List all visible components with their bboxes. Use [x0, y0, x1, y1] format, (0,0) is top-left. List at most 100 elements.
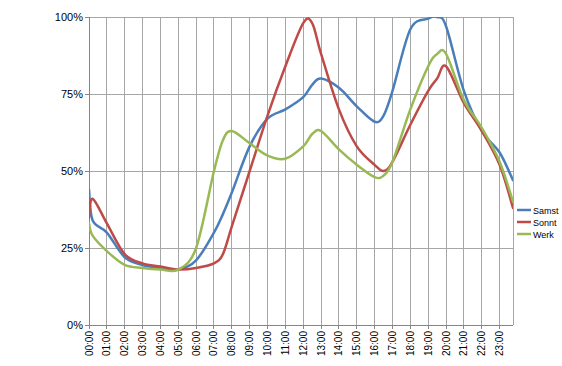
x-tick-label: 08:00 [226, 331, 237, 356]
x-grid-line [303, 17, 304, 325]
x-tick [481, 325, 482, 329]
x-tick-label: 18:00 [405, 331, 416, 356]
x-grid-line [106, 17, 107, 325]
x-grid-line [463, 17, 464, 325]
series-line [89, 17, 513, 270]
x-tick-label: 14:00 [333, 331, 344, 356]
series-group [89, 17, 513, 271]
y-tick-label: 25% [61, 242, 83, 254]
x-tick [446, 325, 447, 329]
x-tick [321, 325, 322, 329]
x-grid-line [124, 17, 125, 325]
y-grid-line [89, 248, 513, 249]
x-grid-line [178, 17, 179, 325]
x-grid-line [89, 17, 90, 325]
x-grid-line [321, 17, 322, 325]
x-tick-label: 22:00 [476, 331, 487, 356]
x-tick-label: 06:00 [191, 331, 202, 356]
x-tick-label: 13:00 [316, 331, 327, 356]
axes: 0% 25% 50% 75% 100% 00:00 01:00 02:00 03:00 04:00… [55, 11, 513, 356]
x-grid-line [374, 17, 375, 325]
x-tick [124, 325, 125, 329]
background [0, 0, 562, 366]
legend-swatch [517, 221, 531, 224]
x-tick [303, 325, 304, 329]
legend-swatch [517, 233, 531, 236]
x-tick-label: 07:00 [208, 331, 219, 356]
y-tick [85, 94, 89, 95]
x-grid-line [231, 17, 232, 325]
x-tick [231, 325, 232, 329]
x-grid-line [481, 17, 482, 325]
x-axis-line [89, 325, 513, 326]
x-tick-label: 04:00 [155, 331, 166, 356]
x-tick-label: 21:00 [458, 331, 469, 356]
y-tick-label: 50% [61, 165, 83, 177]
y-grid-line [89, 171, 513, 172]
x-tick-label: 01:00 [101, 331, 112, 356]
x-tick [285, 325, 286, 329]
x-grid-line [160, 17, 161, 325]
x-tick-label: 23:00 [494, 331, 505, 356]
series-line [89, 19, 513, 270]
x-tick-label: 11:00 [280, 331, 291, 356]
y-grid-line [89, 94, 513, 95]
x-tick [463, 325, 464, 329]
x-tick [160, 325, 161, 329]
x-tick-label: 20:00 [441, 331, 452, 356]
x-tick [106, 325, 107, 329]
x-tick-label: 15:00 [351, 331, 362, 356]
x-tick-label: 03:00 [137, 331, 148, 356]
y-tick [85, 17, 89, 18]
y-tick-label: 0% [67, 319, 83, 331]
x-tick [213, 325, 214, 329]
x-grid-line [392, 17, 393, 325]
chart: 0% 25% 50% 75% 100% 00:00 01:00 02:00 03:00 04:00… [0, 0, 562, 366]
x-tick-label: 19:00 [423, 331, 434, 356]
x-tick-label: 16:00 [369, 331, 380, 356]
x-tick [499, 325, 500, 329]
x-grid-line [142, 17, 143, 325]
x-tick-label: 10:00 [262, 331, 273, 356]
x-grid-line [446, 17, 447, 325]
x-tick [267, 325, 268, 329]
legend-label: Sonnt [533, 218, 557, 228]
legend: Samst Sonnt Werk [517, 206, 559, 240]
x-grid-line [499, 17, 500, 325]
legend-label: Werk [533, 230, 554, 240]
x-grid-line [410, 17, 411, 325]
x-tick [178, 325, 179, 329]
x-tick [392, 325, 393, 329]
x-grid-line [267, 17, 268, 325]
series-line [89, 50, 513, 271]
x-tick [428, 325, 429, 329]
x-tick [374, 325, 375, 329]
y-tick-label: 75% [61, 88, 83, 100]
x-tick-label: 09:00 [244, 331, 255, 356]
x-tick [338, 325, 339, 329]
y-grid-line [89, 325, 513, 326]
y-tick [85, 171, 89, 172]
x-tick [196, 325, 197, 329]
x-tick [142, 325, 143, 329]
x-tick-label: 00:00 [84, 331, 95, 356]
x-grid-line [196, 17, 197, 325]
x-tick-label: 05:00 [173, 331, 184, 356]
x-tick [89, 325, 90, 329]
x-grid-line [356, 17, 357, 325]
x-tick-label: 12:00 [298, 331, 309, 356]
legend-swatch [517, 209, 531, 212]
legend-label: Samst [533, 206, 559, 216]
x-tick [249, 325, 250, 329]
y-tick [85, 248, 89, 249]
x-tick [410, 325, 411, 329]
x-tick-label: 17:00 [387, 331, 398, 356]
y-axis-line [89, 17, 90, 325]
grid [89, 17, 513, 325]
y-tick [85, 325, 89, 326]
y-grid-line [89, 17, 513, 18]
x-grid-line [338, 17, 339, 325]
y-tick-label: 100% [55, 11, 83, 23]
plot-frame-right [513, 17, 514, 325]
x-tick-label: 02:00 [119, 331, 130, 356]
